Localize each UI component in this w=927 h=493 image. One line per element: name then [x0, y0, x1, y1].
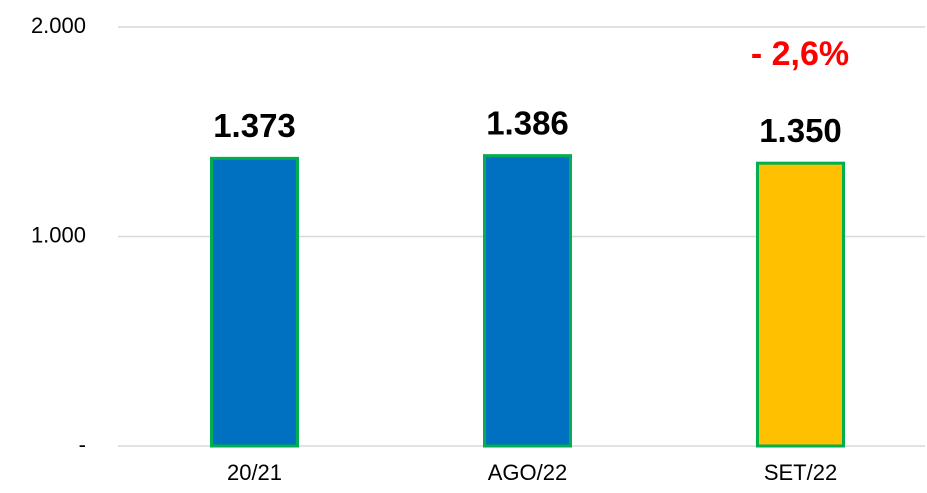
x-tick-label: 20/21	[227, 460, 282, 485]
annotation: - 2,6%	[751, 35, 849, 73]
x-tick-label: AGO/22	[488, 460, 567, 485]
bar	[483, 154, 572, 448]
value-label: 1.386	[486, 104, 569, 141]
value-label: 1.373	[213, 107, 296, 144]
value-label: 1.350	[759, 112, 842, 149]
y-tick-label: 1.000	[31, 222, 86, 247]
y-tick-label: -	[79, 432, 86, 457]
y-tick-label: 2.000	[31, 13, 86, 38]
bar	[210, 156, 299, 448]
x-tick-label: SET/22	[764, 460, 837, 485]
bar	[756, 161, 845, 448]
